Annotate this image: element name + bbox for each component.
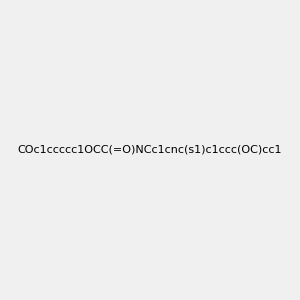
- Text: COc1ccccc1OCC(=O)NCc1cnc(s1)c1ccc(OC)cc1: COc1ccccc1OCC(=O)NCc1cnc(s1)c1ccc(OC)cc1: [18, 145, 282, 155]
